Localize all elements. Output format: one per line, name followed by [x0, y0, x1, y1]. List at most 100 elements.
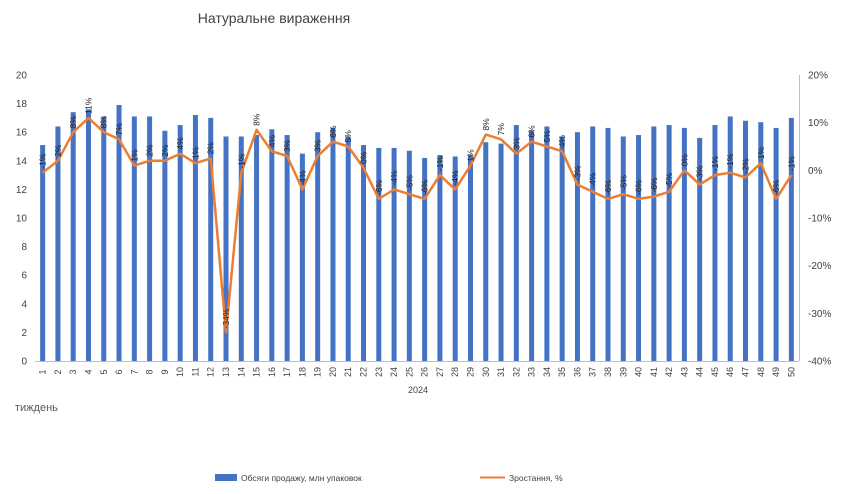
x-tick-week-21: 21 — [343, 367, 353, 377]
legend-label-growth: Зростання, % — [509, 473, 563, 483]
growth-label-week-40: -6% — [634, 179, 644, 195]
x-tick-week-39: 39 — [618, 367, 628, 377]
bar-week-11 — [192, 115, 198, 361]
growth-line-series — [41, 116, 793, 334]
bar-week-40 — [636, 135, 642, 361]
bar-week-47 — [743, 120, 749, 361]
y-left-tick-0: 0 — [21, 357, 27, 368]
x-tick-week-32: 32 — [511, 367, 521, 377]
growth-label-week-27: -1% — [435, 156, 445, 172]
x-axis-year-label: 2024 — [408, 385, 428, 395]
bar-week-33 — [529, 130, 535, 361]
bar-week-8 — [147, 116, 153, 361]
x-tick-week-23: 23 — [374, 367, 384, 377]
y-left-tick-18: 18 — [16, 99, 28, 110]
growth-label-week-32: 3% — [511, 137, 521, 150]
x-tick-week-12: 12 — [206, 367, 216, 377]
x-tick-week-49: 49 — [771, 367, 781, 377]
bar-week-46 — [727, 116, 733, 361]
x-tick-week-10: 10 — [175, 367, 185, 377]
x-tick-week-25: 25 — [404, 367, 414, 377]
x-tick-week-9: 9 — [160, 369, 170, 374]
bar-week-17 — [284, 135, 290, 361]
x-tick-week-19: 19 — [313, 367, 323, 377]
growth-label-week-31: 7% — [496, 123, 506, 136]
growth-label-week-24: -4% — [389, 170, 399, 186]
growth-label-week-49: -6% — [771, 179, 781, 195]
growth-label-week-44: -3% — [695, 165, 705, 181]
bar-week-14 — [238, 136, 244, 361]
x-tick-week-35: 35 — [557, 367, 567, 377]
growth-label-week-38: -6% — [603, 179, 613, 195]
bar-week-48 — [758, 122, 764, 361]
growth-label-week-26: -6% — [420, 179, 430, 195]
x-tick-week-29: 29 — [465, 367, 475, 377]
growth-label-week-19: 3% — [313, 139, 323, 152]
growth-label-week-33: 6% — [527, 125, 537, 138]
bar-week-31 — [498, 143, 504, 361]
growth-label-week-9: 2% — [160, 144, 170, 157]
growth-label-week-23: -6% — [374, 179, 384, 195]
bar-week-20 — [330, 127, 336, 361]
y-right-tick-5: 10% — [808, 118, 828, 129]
bar-week-39 — [620, 136, 626, 361]
bar-week-2 — [55, 126, 61, 361]
growth-label-week-36: -3% — [572, 165, 582, 181]
x-tick-week-46: 46 — [725, 367, 735, 377]
x-tick-week-18: 18 — [297, 367, 307, 377]
growth-label-week-29: 1% — [465, 149, 475, 162]
growth-label-week-37: -4% — [588, 172, 598, 188]
legend-swatch-sales — [215, 474, 237, 481]
bar-week-10 — [177, 125, 183, 361]
y-right-tick-1: -30% — [808, 309, 831, 320]
bar-week-30 — [483, 142, 489, 361]
x-tick-week-26: 26 — [420, 367, 430, 377]
y-left-tick-8: 8 — [21, 242, 27, 253]
growth-label-week-14: -1% — [236, 153, 246, 169]
bar-week-18 — [299, 153, 305, 361]
legend: Обсяги продажу, млн упаковок Зростання, … — [215, 473, 563, 483]
bar-series — [40, 105, 794, 362]
x-tick-week-42: 42 — [664, 367, 674, 377]
growth-label-week-28: -4% — [450, 170, 460, 186]
growth-label-week-11: 1% — [190, 146, 200, 159]
x-tick-week-33: 33 — [527, 367, 537, 377]
x-tick-week-17: 17 — [282, 367, 292, 377]
bar-week-29 — [467, 155, 473, 361]
growth-label-week-4: 11% — [83, 97, 93, 114]
bar-week-7 — [131, 116, 137, 361]
x-tick-week-40: 40 — [634, 367, 644, 377]
y-right-tick-6: 20% — [808, 71, 828, 82]
growth-label-week-25: -5% — [404, 175, 414, 191]
x-tick-week-30: 30 — [481, 367, 491, 377]
x-tick-week-11: 11 — [190, 367, 200, 376]
bar-week-41 — [651, 126, 657, 361]
bar-week-26 — [422, 157, 428, 361]
growth-label-week-47: -2% — [741, 158, 751, 174]
bar-week-42 — [666, 125, 672, 361]
growth-label-week-17: 3% — [282, 139, 292, 152]
growth-label-week-13: -34% — [221, 308, 231, 328]
bar-week-49 — [773, 127, 779, 361]
x-tick-week-8: 8 — [145, 369, 155, 374]
growth-label-week-45: -1% — [710, 156, 720, 172]
x-tick-week-50: 50 — [786, 367, 796, 377]
growth-label-week-18: -4% — [297, 170, 307, 186]
x-tick-week-7: 7 — [129, 369, 139, 374]
y-left-tick-14: 14 — [16, 156, 28, 167]
bar-week-38 — [605, 127, 611, 361]
bar-week-45 — [712, 125, 718, 361]
bar-week-5 — [101, 116, 107, 361]
growth-label-week-22: 0% — [359, 151, 369, 164]
x-tick-week-34: 34 — [542, 367, 552, 377]
growth-data-labels: -1% 2% 8% 11% 8% 7% 1% 2% 2% 4% 1% 2% -34% -1% 8% 4% 3% -… — [38, 97, 797, 328]
growth-label-week-2: 2% — [53, 144, 63, 157]
x-tick-week-14: 14 — [236, 367, 246, 377]
growth-label-week-10: 4% — [175, 137, 185, 150]
growth-label-week-7: 1% — [129, 149, 139, 162]
growth-label-week-15: 8% — [252, 113, 262, 126]
bar-week-21 — [345, 136, 351, 361]
y-right-tick-4: 0% — [808, 166, 823, 177]
y-left-tick-16: 16 — [16, 128, 28, 139]
bar-week-32 — [513, 125, 519, 361]
